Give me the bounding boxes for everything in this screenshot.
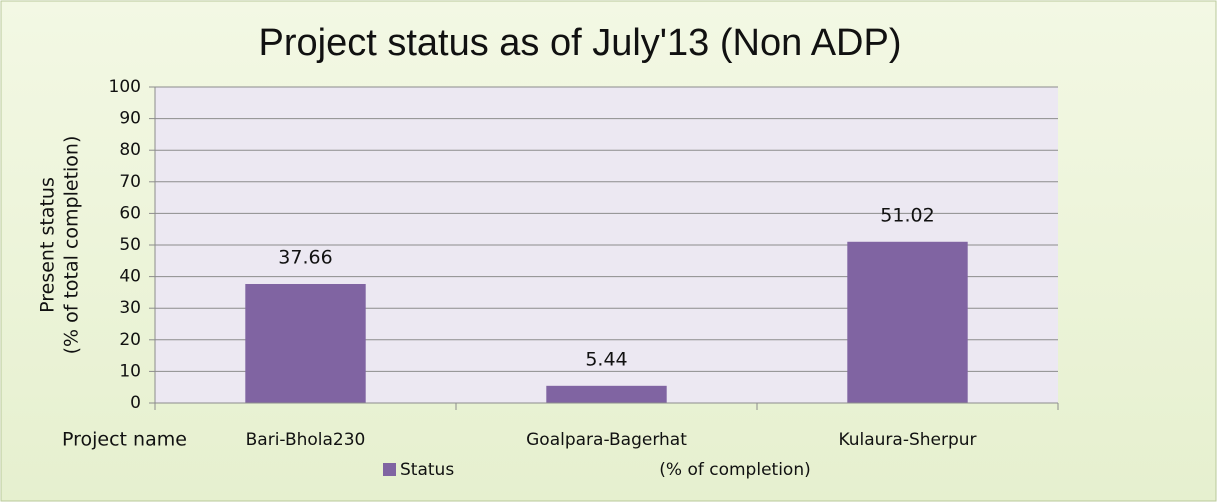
data-label: 5.44 xyxy=(585,348,627,370)
x-axis-label: Project name xyxy=(62,429,187,451)
y-tick-label: 20 xyxy=(119,330,141,350)
bar xyxy=(245,283,366,403)
y-tick-label: 10 xyxy=(119,361,141,381)
y-tick-label: 80 xyxy=(119,140,141,160)
y-tick-label: 100 xyxy=(109,77,141,97)
y-tick-label: 40 xyxy=(119,267,141,287)
y-axis-label: (% of total completion) xyxy=(61,136,83,355)
bar xyxy=(847,241,968,403)
bar xyxy=(546,385,667,403)
y-tick-label: 70 xyxy=(119,172,141,192)
y-axis-label: Present status xyxy=(37,177,59,313)
y-tick-label: 90 xyxy=(119,109,141,129)
legend-note: (% of completion) xyxy=(659,460,810,480)
y-tick-label: 50 xyxy=(119,235,141,255)
chart-title: Project status as of July'13 (Non ADP) xyxy=(259,22,902,64)
x-tick-label: Kulaura-Sherpur xyxy=(838,430,976,450)
data-label: 51.02 xyxy=(880,204,934,226)
y-tick-label: 30 xyxy=(119,298,141,318)
x-tick-label: Bari-Bhola230 xyxy=(246,430,366,450)
legend-swatch xyxy=(383,463,396,476)
data-label: 37.66 xyxy=(278,246,332,268)
legend-label: Status xyxy=(400,460,454,480)
y-tick-label: 0 xyxy=(130,393,141,413)
x-tick-label: Goalpara-Bagerhat xyxy=(526,430,687,450)
y-tick-label: 60 xyxy=(119,203,141,223)
